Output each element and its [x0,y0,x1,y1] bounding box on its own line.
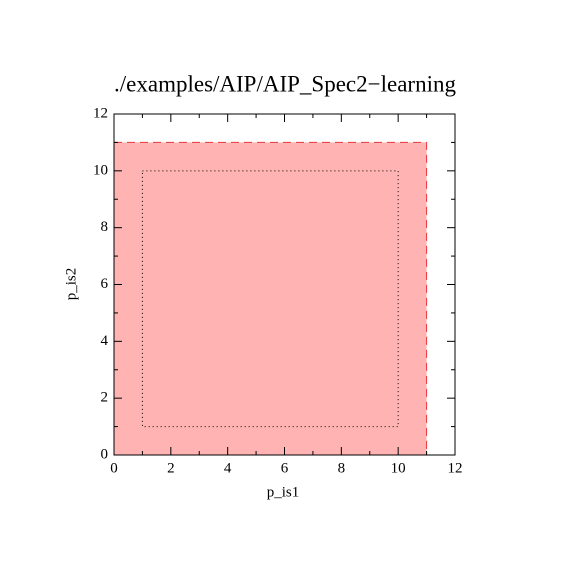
x-axis-label: p_is1 [267,484,300,500]
chart-title: ./examples/AIP/AIP_Spec2−learning [114,71,456,96]
x-tick-label: 2 [167,460,175,476]
y-tick-label: 0 [101,446,109,462]
y-tick-label: 8 [101,219,109,235]
y-axis-label: p_is2 [63,268,79,301]
x-tick-label: 10 [391,460,406,476]
x-tick-label: 0 [110,460,118,476]
x-tick-label: 4 [224,460,232,476]
x-tick-label: 6 [281,460,289,476]
y-tick-label: 4 [101,333,109,349]
y-tick-label: 2 [101,390,109,406]
y-tick-label: 10 [93,162,108,178]
x-tick-label: 12 [448,460,463,476]
x-tick-label: 8 [338,460,346,476]
y-tick-label: 12 [93,105,108,121]
y-tick-label: 6 [101,276,109,292]
region [113,141,428,456]
